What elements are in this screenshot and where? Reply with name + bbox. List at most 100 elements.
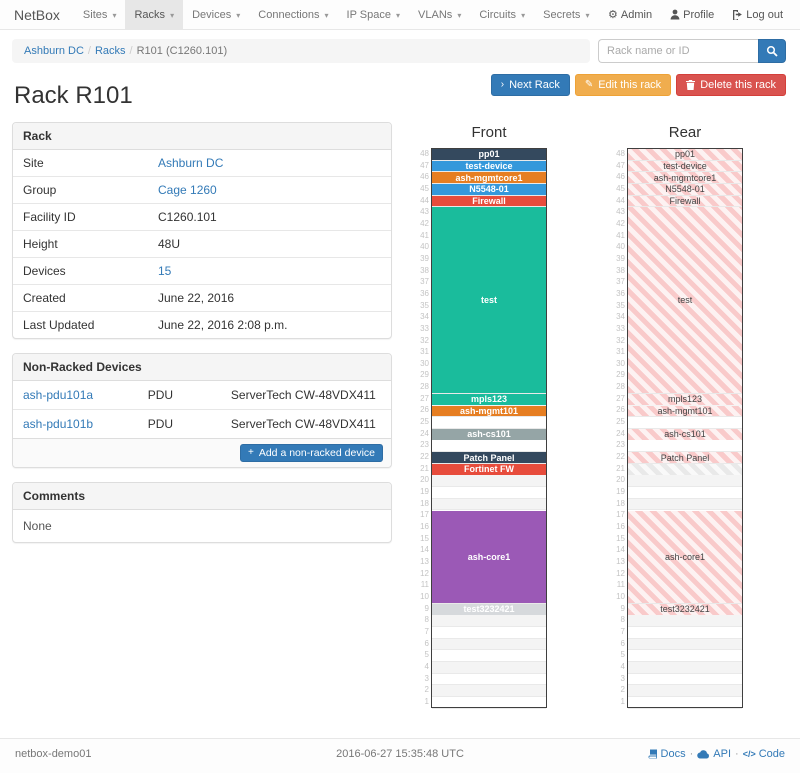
front-rack-body: pp01 test-device ash-mgmtcore1 N5548-01 Fire… <box>431 148 547 709</box>
add-nonracked-device-button[interactable]: + Add a non-racked device <box>240 444 383 462</box>
unit-number: 15 <box>420 533 429 543</box>
rack-device-test3232421[interactable]: test3232421 <box>628 604 742 615</box>
next-rack-label: Next Rack <box>509 79 560 91</box>
unit-number: 22 <box>420 452 429 462</box>
unit-number: 37 <box>420 277 429 287</box>
chevron-down-icon: ▾ <box>170 11 175 20</box>
rack-device-ash-cs101[interactable]: ash-cs101 <box>628 429 742 440</box>
rack-unit-empty <box>432 604 546 616</box>
rack-device-ash-mgmt101[interactable]: ash-mgmt101 <box>432 405 546 417</box>
attr-value: June 22, 2016 2:08 p.m. <box>148 311 391 338</box>
attr-label: Height <box>13 230 148 258</box>
nav-item-secrets[interactable]: Secrets ▾ <box>543 9 590 21</box>
rack-device-ash-mgmtcore1[interactable]: ash-mgmtcore1 <box>628 172 742 183</box>
rack-device-test[interactable]: test <box>628 207 742 393</box>
rack-device-mpls123[interactable]: mpls123 <box>432 394 546 405</box>
unit-number: 42 <box>616 218 625 228</box>
comments-panel: Comments None <box>12 482 392 543</box>
chevron-down-icon: ▾ <box>585 11 590 20</box>
rack-device-test-device[interactable]: test-device <box>628 160 742 172</box>
rack-device-pp01[interactable]: pp01 <box>432 149 546 160</box>
nav-item-circuits[interactable]: Circuits ▾ <box>479 9 526 21</box>
trash-icon <box>686 80 696 90</box>
attr-value: June 22, 2016 <box>148 284 391 312</box>
rack-attributes-table: Site Ashburn DC Group Cage 1260 Facility ID C… <box>13 150 391 338</box>
unit-number: 32 <box>420 335 429 345</box>
attr-value: C1260.101 <box>148 203 391 231</box>
unit-number: 45 <box>420 183 429 193</box>
rack-device-ash-mgmt101[interactable]: ash-mgmt101 <box>628 405 742 417</box>
breadcrumb-item[interactable]: Ashburn DC <box>24 45 84 57</box>
unit-number: 28 <box>420 382 429 392</box>
unit-number: 21 <box>420 463 429 473</box>
brand-netbox[interactable]: NetBox <box>14 7 60 23</box>
breadcrumb-item[interactable]: Racks <box>94 45 126 57</box>
footer-link-api[interactable]: API <box>697 748 731 760</box>
unit-number: 13 <box>420 556 429 566</box>
delete-rack-button[interactable]: Delete this rack <box>676 74 786 96</box>
unit-number: 7 <box>620 626 625 636</box>
table-row: Site Ashburn DC <box>13 150 391 177</box>
rack-device-n5548-01[interactable]: N5548-01 <box>432 184 546 195</box>
attr-value-link[interactable]: Cage 1260 <box>158 183 217 197</box>
rack-unit-empty <box>628 627 742 639</box>
rack-device-patch-panel[interactable]: Patch Panel <box>628 452 742 463</box>
rack-device-n5548-01[interactable]: N5548-01 <box>628 184 742 195</box>
plus-icon: + <box>248 447 254 458</box>
rack-device-ash-core1[interactable]: ash-core1 <box>628 510 742 603</box>
rack-device-pp01[interactable]: pp01 <box>628 149 742 160</box>
unit-number: 5 <box>424 650 429 660</box>
nav-item-devices[interactable]: Devices ▾ <box>192 9 241 21</box>
rack-device-firewall[interactable]: Firewall <box>628 195 742 207</box>
code-icon: </> <box>742 749 756 759</box>
nav-item-vlans[interactable]: VLANs ▾ <box>418 9 462 21</box>
footer-link-code[interactable]: </> Code <box>743 748 785 760</box>
unit-number: 6 <box>620 638 625 648</box>
nav-item-racks[interactable]: Racks ▾ <box>125 0 184 29</box>
rack-device-ash-core1[interactable]: ash-core1 <box>432 510 546 603</box>
rack-device-test-device[interactable]: test-device <box>432 160 546 172</box>
rack-device-fortinet-fw[interactable]: Fortinet FW <box>432 464 546 475</box>
unit-number: 27 <box>420 393 429 403</box>
nav-item-profile[interactable]: Profile <box>661 0 723 29</box>
attr-label: Created <box>13 284 148 312</box>
logout-label: Log out <box>746 8 783 21</box>
nav-item-sites[interactable]: Sites ▾ <box>82 9 117 21</box>
search-button[interactable] <box>758 39 786 63</box>
rack-unit-empty <box>432 685 546 697</box>
page-title: Rack R101 <box>14 82 133 109</box>
device-type-cell: PDU <box>137 409 221 438</box>
nav-item-logout[interactable]: Log out <box>723 0 792 29</box>
device-name-link[interactable]: ash-pdu101a <box>23 388 94 402</box>
edit-rack-button[interactable]: ✎ Edit this rack <box>574 74 672 96</box>
rack-device-ash-mgmtcore1[interactable]: ash-mgmtcore1 <box>432 172 546 183</box>
nav-item-connections[interactable]: Connections ▾ <box>258 9 329 21</box>
search-input[interactable] <box>598 39 758 63</box>
unit-number: 30 <box>616 358 625 368</box>
rack-device-mpls123[interactable]: mpls123 <box>628 394 742 405</box>
unit-number: 16 <box>616 522 625 531</box>
rack-unit-empty <box>432 464 546 476</box>
rack-device-test3232421[interactable]: test3232421 <box>432 604 546 615</box>
rack-device-patch-panel[interactable]: Patch Panel <box>432 452 546 463</box>
unit-number: 17 <box>420 510 429 520</box>
next-rack-button[interactable]: › Next Rack <box>490 74 570 96</box>
attr-value-link[interactable]: 15 <box>158 264 172 278</box>
nav-item-ip-space[interactable]: IP Space ▾ <box>346 9 401 21</box>
rack-unit-empty <box>432 475 546 488</box>
footer-link-docs[interactable]: Docs <box>648 748 686 760</box>
unit-number: 6 <box>424 638 429 648</box>
device-name-link[interactable]: ash-pdu101b <box>23 417 94 431</box>
device-model-cell: ServerTech CW-48VDX411 <box>220 409 391 438</box>
rack-device-fortinet-fw[interactable] <box>628 464 742 475</box>
unit-number: 35 <box>616 300 625 310</box>
unit-number: 40 <box>420 242 429 252</box>
rack-device-ash-cs101[interactable]: ash-cs101 <box>432 429 546 440</box>
primary-nav: Sites ▾ Racks ▾ Devices ▾ Connections ▾ IP S… <box>74 0 599 29</box>
attr-value-link[interactable]: Ashburn DC <box>158 156 224 170</box>
rack-device-firewall[interactable]: Firewall <box>432 195 546 207</box>
profile-label: Profile <box>683 8 715 21</box>
breadcrumb-separator: / <box>129 45 133 57</box>
rack-device-test[interactable]: test <box>432 207 546 393</box>
nav-item-admin[interactable]: ⚙ Admin <box>599 0 661 29</box>
